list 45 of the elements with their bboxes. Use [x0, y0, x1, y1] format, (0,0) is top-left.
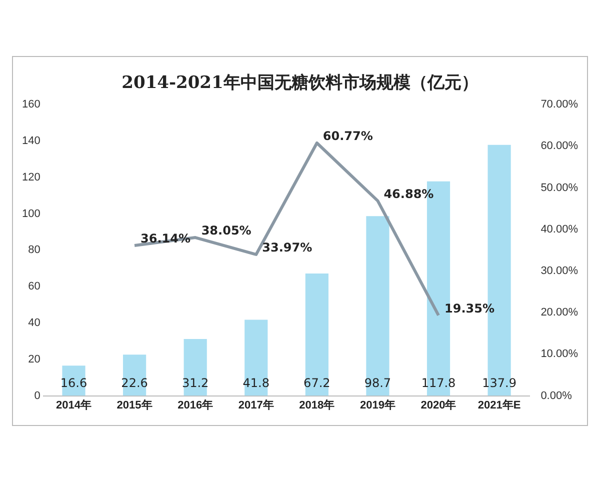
y2-tick-label: 10.00%: [540, 348, 578, 360]
data-label: 16.6: [60, 376, 88, 390]
x-tick-label: 2021年E: [478, 398, 521, 412]
data-label: 22.6: [121, 376, 148, 390]
x-tick-label: 2015年: [116, 398, 152, 412]
data-label: 38.05%: [201, 224, 252, 238]
data-label: 46.88%: [384, 186, 434, 201]
bar: [366, 216, 390, 396]
x-tick-label: 2020年: [420, 398, 456, 412]
bar: [305, 273, 328, 396]
data-label: 31.2: [182, 376, 209, 390]
y-tick-label: 0: [34, 390, 40, 402]
y-tick-label: 100: [22, 208, 40, 220]
y-tick-label: 60: [28, 280, 40, 293]
x-tick-label: 2017年: [238, 398, 274, 412]
y2-tick-label: 70.00%: [540, 98, 578, 111]
y2-tick-label: 50.00%: [540, 182, 578, 194]
y-tick-label: 40: [28, 317, 40, 330]
y-tick-label: 120: [22, 171, 40, 184]
data-label: 19.35%: [444, 301, 494, 316]
y2-tick-label: 0.00%: [540, 390, 572, 402]
data-label: 98.7: [364, 376, 392, 390]
x-tick-label: 2016年: [178, 398, 214, 412]
data-label: 67.2: [304, 376, 330, 390]
y2-tick-label: 60.00%: [540, 140, 578, 152]
bar: [244, 320, 268, 396]
data-label: 117.8: [421, 376, 456, 390]
y-tick-label: 160: [22, 98, 40, 111]
x-tick-label: 2014年: [56, 398, 92, 412]
y-tick-label: 140: [22, 135, 40, 148]
x-tick-label: 2019年: [360, 398, 396, 412]
data-label: 41.8: [242, 376, 270, 390]
data-label: 33.97%: [262, 240, 312, 255]
y-tick-label: 80: [28, 244, 40, 256]
y2-tick-label: 40.00%: [540, 223, 578, 236]
x-tick-label: 2018年: [299, 398, 335, 412]
data-label: 137.9: [482, 376, 516, 390]
chart-title: 2014-2021年中国无糖饮料市场规模（亿元）: [120, 72, 480, 95]
data-label: 60.77%: [322, 129, 373, 144]
bar: [122, 354, 146, 396]
data-label: 36.14%: [140, 232, 191, 246]
bar: [184, 339, 207, 396]
y2-tick-label: 30.00%: [540, 265, 578, 278]
y-tick-label: 20: [28, 353, 40, 366]
y2-tick-label: 20.00%: [540, 306, 578, 319]
